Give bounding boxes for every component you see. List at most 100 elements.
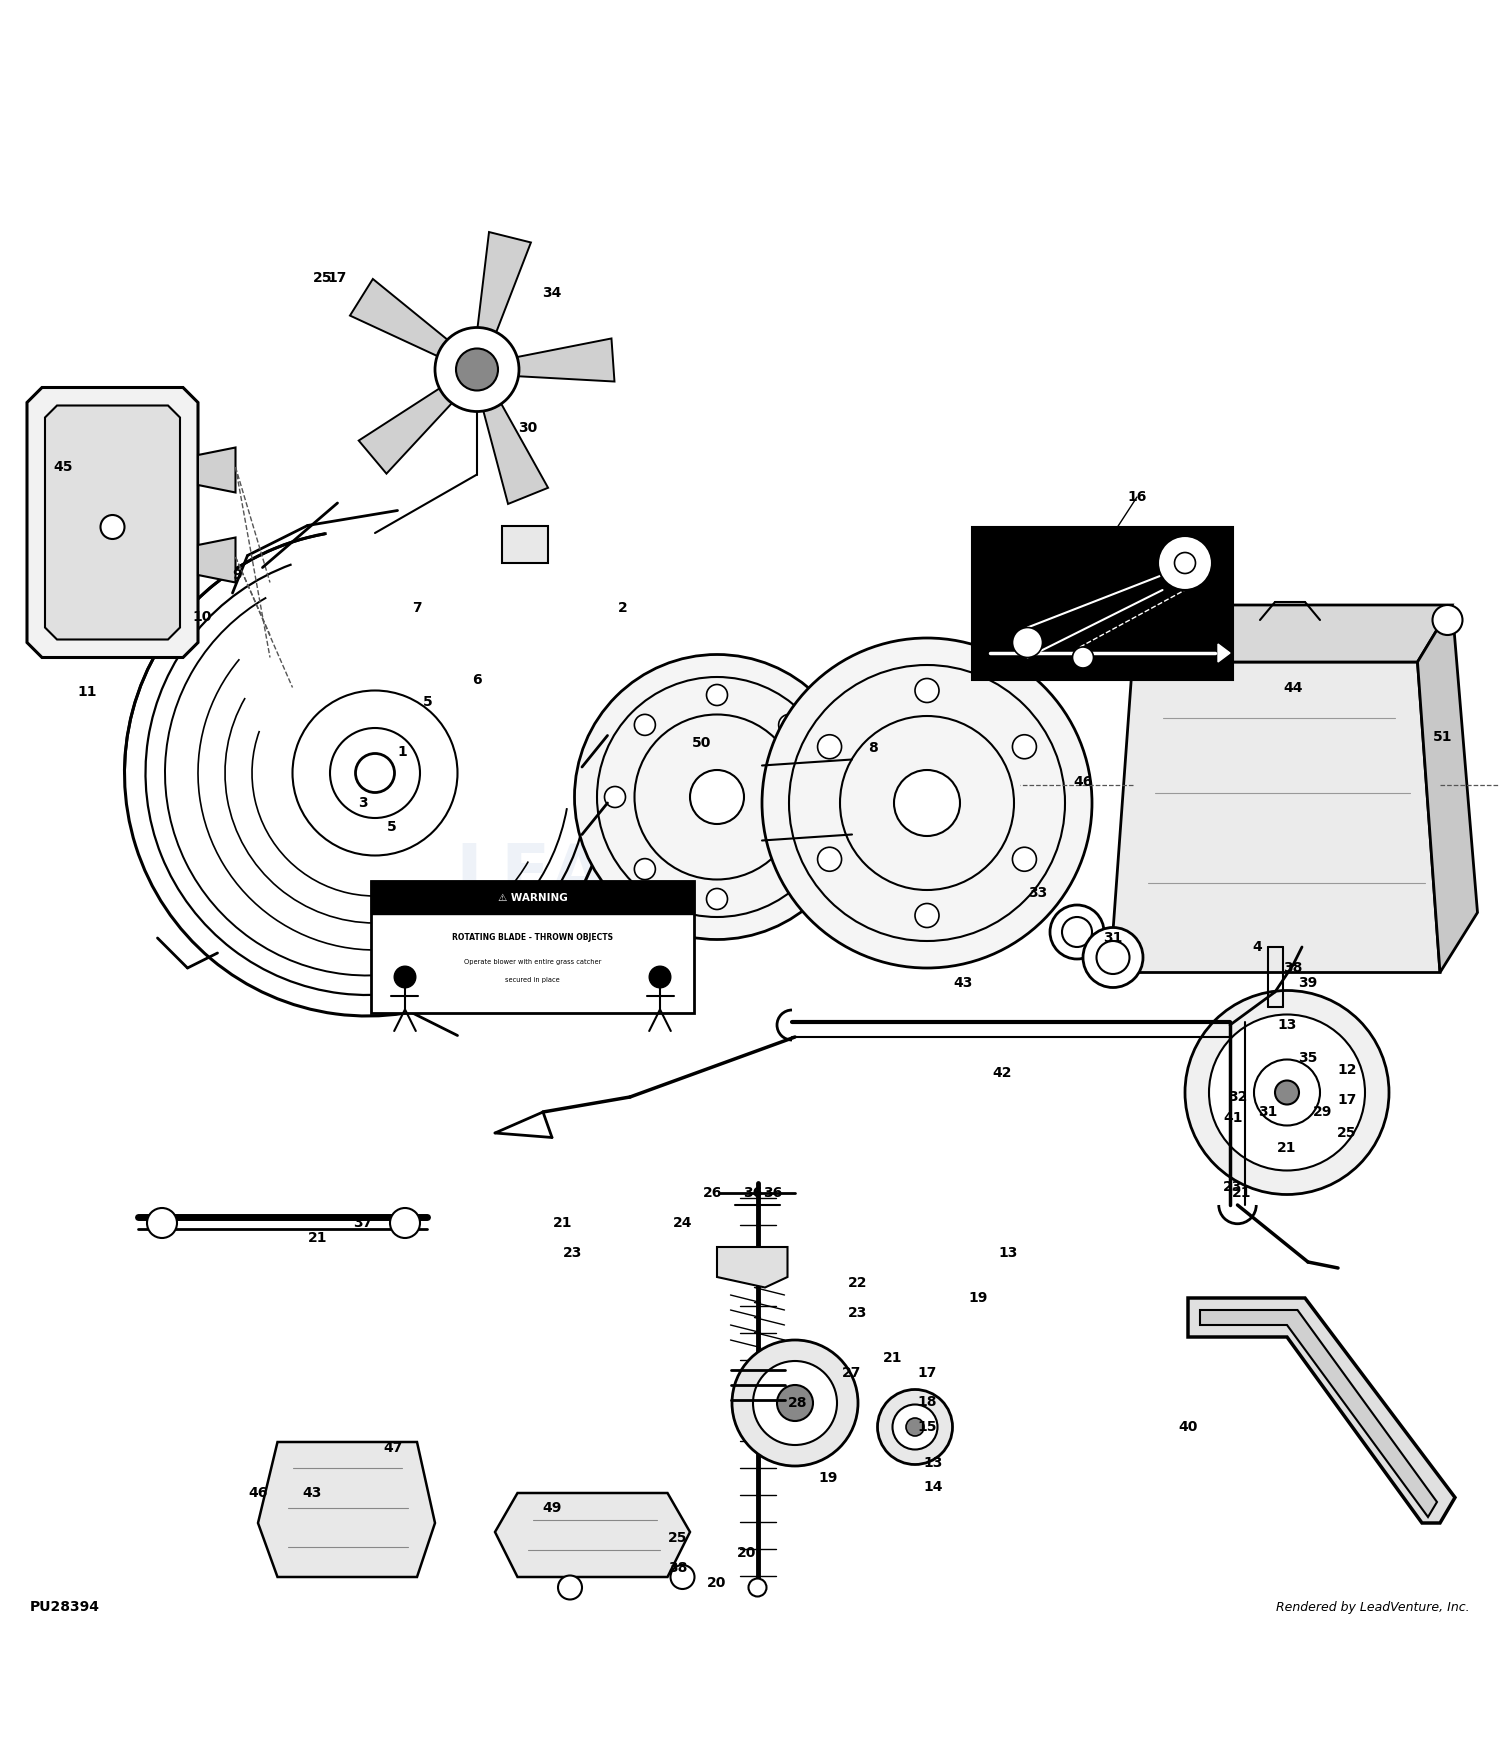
Polygon shape <box>482 399 548 504</box>
Text: 14: 14 <box>922 1480 942 1494</box>
Circle shape <box>1275 1080 1299 1104</box>
Circle shape <box>690 770 744 824</box>
Text: 10: 10 <box>194 611 211 625</box>
Circle shape <box>1174 553 1196 574</box>
Text: 7: 7 <box>413 600 422 614</box>
Text: 45: 45 <box>54 460 72 474</box>
Polygon shape <box>1418 606 1478 973</box>
Text: 44: 44 <box>1282 681 1302 695</box>
Text: 20: 20 <box>708 1577 726 1591</box>
Text: 32: 32 <box>1228 1090 1246 1104</box>
Circle shape <box>706 889 728 910</box>
Circle shape <box>777 1384 813 1421</box>
Text: 41: 41 <box>1224 1111 1242 1125</box>
Text: 4: 4 <box>1252 940 1262 954</box>
Circle shape <box>1209 1015 1365 1171</box>
Text: 25: 25 <box>669 1531 687 1545</box>
Text: 21: 21 <box>1276 1141 1296 1155</box>
Text: 25: 25 <box>1338 1125 1356 1139</box>
Text: 3: 3 <box>358 796 368 810</box>
Text: 28: 28 <box>789 1396 807 1410</box>
Text: 40: 40 <box>1179 1419 1197 1433</box>
Text: 13: 13 <box>999 1246 1017 1260</box>
Text: 37: 37 <box>354 1216 372 1230</box>
Polygon shape <box>350 278 452 359</box>
Circle shape <box>574 654 860 940</box>
Text: 50: 50 <box>693 737 711 751</box>
Text: 19: 19 <box>819 1472 837 1486</box>
Circle shape <box>1007 621 1048 663</box>
Text: LEADVENTURE: LEADVENTURE <box>454 840 1046 910</box>
Text: 20: 20 <box>738 1545 756 1559</box>
Text: 43: 43 <box>954 977 972 990</box>
Text: 36: 36 <box>744 1186 762 1200</box>
Circle shape <box>1013 628 1042 658</box>
Text: 47: 47 <box>384 1440 402 1454</box>
Circle shape <box>1096 942 1130 975</box>
Text: 21: 21 <box>309 1230 327 1244</box>
Text: 5: 5 <box>423 695 432 709</box>
Text: 25: 25 <box>312 271 333 285</box>
Circle shape <box>818 847 842 872</box>
Circle shape <box>892 1405 938 1449</box>
Polygon shape <box>503 525 548 564</box>
Text: secured in place: secured in place <box>506 977 560 984</box>
Polygon shape <box>495 1493 690 1577</box>
Text: 36: 36 <box>764 1186 782 1200</box>
Circle shape <box>356 754 395 793</box>
Text: 35: 35 <box>1299 1052 1317 1066</box>
Circle shape <box>1185 990 1389 1195</box>
Text: 39: 39 <box>1299 977 1317 990</box>
Circle shape <box>1050 905 1104 959</box>
Text: 2: 2 <box>618 600 627 614</box>
Polygon shape <box>972 527 1233 681</box>
Text: 43: 43 <box>303 1486 321 1500</box>
Polygon shape <box>372 880 693 1013</box>
Circle shape <box>878 1390 953 1465</box>
Circle shape <box>650 966 670 987</box>
Text: 49: 49 <box>543 1502 561 1516</box>
Polygon shape <box>198 448 236 492</box>
Circle shape <box>147 1208 177 1237</box>
Circle shape <box>894 770 960 836</box>
Circle shape <box>394 966 416 987</box>
Polygon shape <box>1188 1298 1455 1522</box>
Polygon shape <box>358 387 454 474</box>
Circle shape <box>915 679 939 702</box>
Text: ROTATING BLADE - THROWN OBJECTS: ROTATING BLADE - THROWN OBJECTS <box>452 933 614 943</box>
Circle shape <box>670 1564 694 1589</box>
Circle shape <box>915 903 939 928</box>
Text: 13: 13 <box>1278 1018 1296 1032</box>
Circle shape <box>732 1340 858 1466</box>
Text: 51: 51 <box>1434 730 1452 744</box>
Text: 38: 38 <box>1284 961 1302 975</box>
Text: 9: 9 <box>232 569 242 583</box>
Text: 21: 21 <box>882 1351 903 1365</box>
Text: 21: 21 <box>552 1216 573 1230</box>
Circle shape <box>1152 530 1218 597</box>
Text: 46: 46 <box>249 1486 267 1500</box>
Text: 17: 17 <box>918 1367 936 1381</box>
Text: ⚠ WARNING: ⚠ WARNING <box>498 892 567 903</box>
Text: 17: 17 <box>328 271 346 285</box>
Text: 13: 13 <box>924 1456 942 1470</box>
Text: 29: 29 <box>1314 1104 1332 1118</box>
Circle shape <box>456 348 498 390</box>
Text: 5: 5 <box>387 821 396 835</box>
Text: 46: 46 <box>1074 775 1092 789</box>
Text: 11: 11 <box>78 684 96 698</box>
Text: PU28394: PU28394 <box>30 1600 100 1614</box>
Text: 15: 15 <box>916 1419 936 1433</box>
Circle shape <box>762 639 1092 968</box>
Circle shape <box>906 1418 924 1437</box>
Text: Rendered by LeadVenture, Inc.: Rendered by LeadVenture, Inc. <box>1276 1601 1470 1614</box>
Circle shape <box>1013 847 1036 872</box>
Circle shape <box>1062 917 1092 947</box>
Circle shape <box>1083 928 1143 987</box>
Polygon shape <box>513 338 615 382</box>
Circle shape <box>753 1362 837 1446</box>
Text: 48: 48 <box>477 901 496 915</box>
Circle shape <box>1432 606 1462 635</box>
Circle shape <box>558 1575 582 1600</box>
Circle shape <box>634 859 656 880</box>
